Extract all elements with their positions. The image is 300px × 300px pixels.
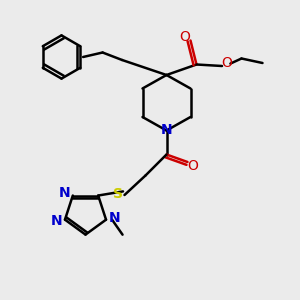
- Text: O: O: [180, 30, 190, 44]
- Text: N: N: [161, 124, 172, 137]
- Text: N: N: [58, 185, 70, 200]
- Text: N: N: [109, 211, 120, 225]
- Text: O: O: [188, 159, 198, 172]
- Text: S: S: [113, 187, 123, 200]
- Text: N: N: [51, 214, 62, 228]
- Text: O: O: [221, 56, 232, 70]
